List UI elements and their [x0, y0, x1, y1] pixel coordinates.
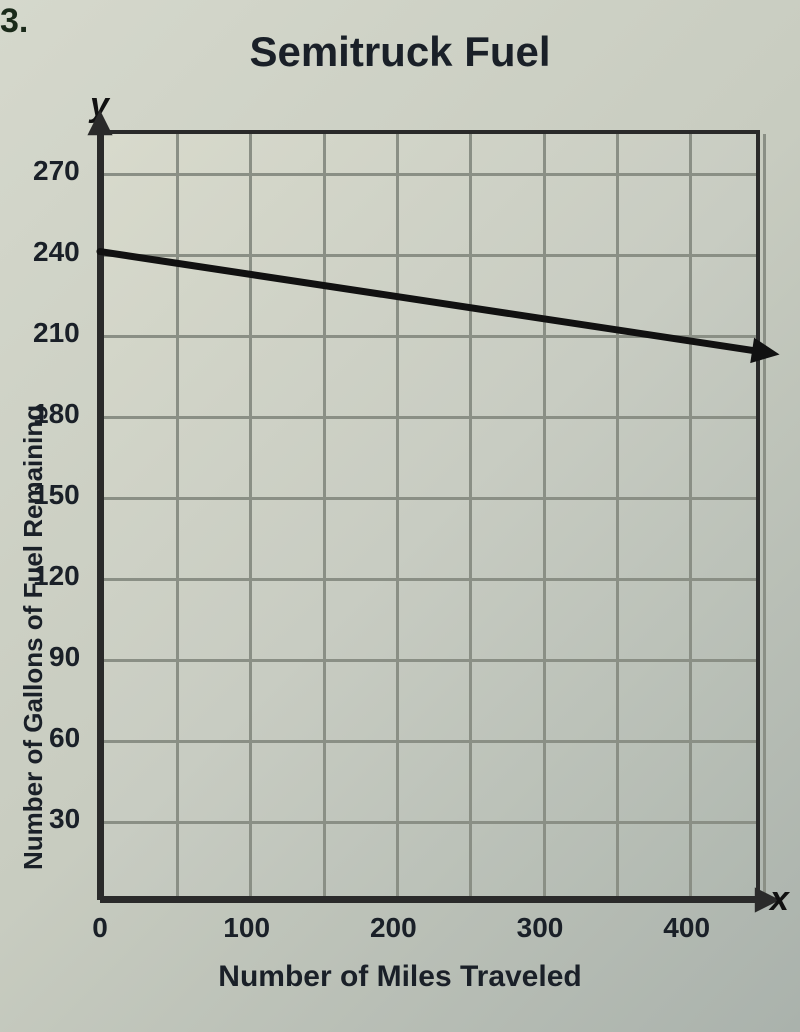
chart-title: Semitruck Fuel	[249, 28, 550, 76]
x-tick-label: 200	[370, 900, 417, 944]
gridline-horizontal	[104, 497, 756, 500]
y-tick-label: 30	[49, 803, 90, 835]
page: 3. Semitruck Fuel y Number of Gallons of…	[0, 0, 800, 1032]
gridline-vertical	[249, 134, 252, 896]
gridline-horizontal	[104, 740, 756, 743]
y-axis-label: Number of Gallons of Fuel Remaining	[18, 405, 49, 870]
gridline-vertical	[689, 134, 692, 896]
plot-area	[100, 130, 760, 900]
x-tick-label: 400	[663, 900, 710, 944]
y-tick-label: 240	[33, 236, 90, 268]
gridline-horizontal	[104, 335, 756, 338]
gridline-vertical	[176, 134, 179, 896]
gridline-horizontal	[104, 254, 756, 257]
gridline-horizontal	[104, 416, 756, 419]
gridline-vertical	[469, 134, 472, 896]
x-tick-label: 100	[223, 900, 270, 944]
y-tick-label: 120	[33, 560, 90, 592]
x-axis-letter: x	[770, 880, 789, 919]
gridline-horizontal	[104, 173, 756, 176]
gridline-vertical	[616, 134, 619, 896]
gridline-vertical	[543, 134, 546, 896]
gridline-horizontal	[104, 578, 756, 581]
x-axis-label: Number of Miles Traveled	[218, 960, 581, 994]
gridline-horizontal	[104, 821, 756, 824]
y-tick-label: 210	[33, 317, 90, 349]
y-tick-label: 180	[33, 398, 90, 430]
x-tick-label: 300	[517, 900, 564, 944]
gridline-vertical	[763, 134, 766, 896]
x-tick-label: 0	[92, 900, 108, 944]
y-tick-label: 270	[33, 155, 90, 187]
y-tick-label: 150	[33, 479, 90, 511]
gridline-vertical	[396, 134, 399, 896]
gridline-vertical	[323, 134, 326, 896]
y-axis-label-text: Number of Gallons of Fuel Remaining	[18, 405, 48, 870]
y-axis-letter: y	[90, 86, 109, 125]
y-tick-label: 60	[49, 722, 90, 754]
gridline-horizontal	[104, 659, 756, 662]
chart-area: 3060901201501802102402700100200300400	[100, 130, 760, 900]
question-number: 3.	[0, 2, 28, 41]
y-tick-label: 90	[49, 641, 90, 673]
